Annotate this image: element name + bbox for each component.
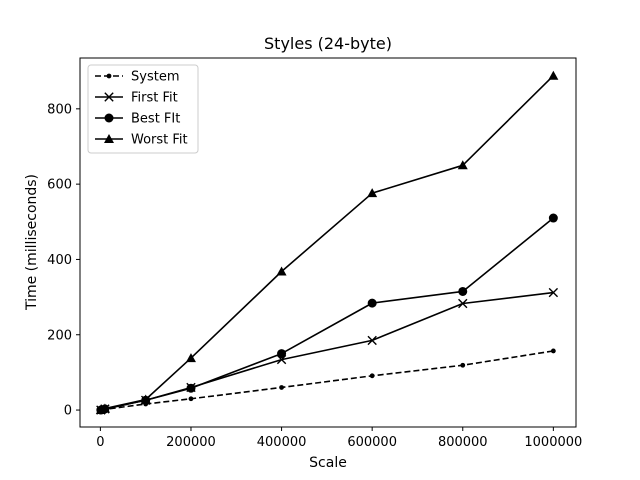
data-point-best-fit [367,298,377,308]
x-axis-label: Scale [309,455,347,471]
y-axis-label: Time (milliseconds) [24,174,40,311]
data-point-best-fit [277,349,287,359]
legend-marker-worst-fit [104,134,114,143]
legend-marker-system [106,73,112,79]
legend-box [87,64,199,154]
data-point-worst-fit [548,70,559,80]
data-point-worst-fit [185,353,196,363]
legend-label-system: System [131,70,179,85]
data-point-system [460,362,466,368]
data-point-best-fit [186,383,196,393]
x-tick-label: 400000 [257,435,307,450]
legend-label-best-fit: Best FIt [131,112,180,127]
legend-marker-first-fit [104,92,114,102]
data-point-system [550,348,556,354]
data-point-system [188,396,194,402]
x-tick-label: 200000 [166,435,216,450]
y-tick-label: 200 [47,328,72,343]
y-tick-label: 400 [47,253,72,268]
y-tick-label: 800 [47,102,72,117]
legend-item-first-fit: First Fit [95,91,178,106]
data-point-best-fit [548,213,558,223]
series-line-worst-fit [100,75,554,411]
data-point-worst-fit [140,394,151,404]
legend: System First Fit Best FIt Worst Fit [87,64,199,154]
data-point-worst-fit [457,160,468,170]
legend-marker-best-fit [104,113,114,123]
data-point-first-fit [548,287,559,298]
data-point-first-fit [367,335,377,346]
axes-frame [79,57,577,428]
data-point-worst-fit [367,188,378,198]
data-point-best-fit [458,286,468,296]
y-axis: 0 200 400 600 800 [47,102,80,419]
x-tick-label: 0 [96,435,104,450]
series-worst-fit [95,70,559,415]
plot-area [95,70,559,415]
data-point-worst-fit [99,403,110,413]
legend-label-first-fit: First Fit [131,91,178,106]
x-tick-label: 1000000 [524,435,582,450]
legend-item-worst-fit: Worst Fit [95,133,188,148]
y-tick-label: 0 [64,404,72,419]
data-point-first-fit [458,298,468,309]
legend-item-best-fit: Best FIt [95,112,180,127]
legend-item-system: System [95,70,179,85]
x-axis: 0 200000 400000 600000 800000 1000000 [96,427,582,450]
x-tick-label: 600000 [347,435,397,450]
series-line-system [100,350,554,411]
data-point-system [279,385,284,390]
y-tick-label: 600 [47,178,72,193]
legend-label-worst-fit: Worst Fit [131,133,188,148]
x-tick-label: 800000 [438,435,488,450]
chart-title: Styles (24-byte) [264,34,392,53]
data-point-worst-fit [276,266,287,276]
data-point-system [369,373,375,379]
